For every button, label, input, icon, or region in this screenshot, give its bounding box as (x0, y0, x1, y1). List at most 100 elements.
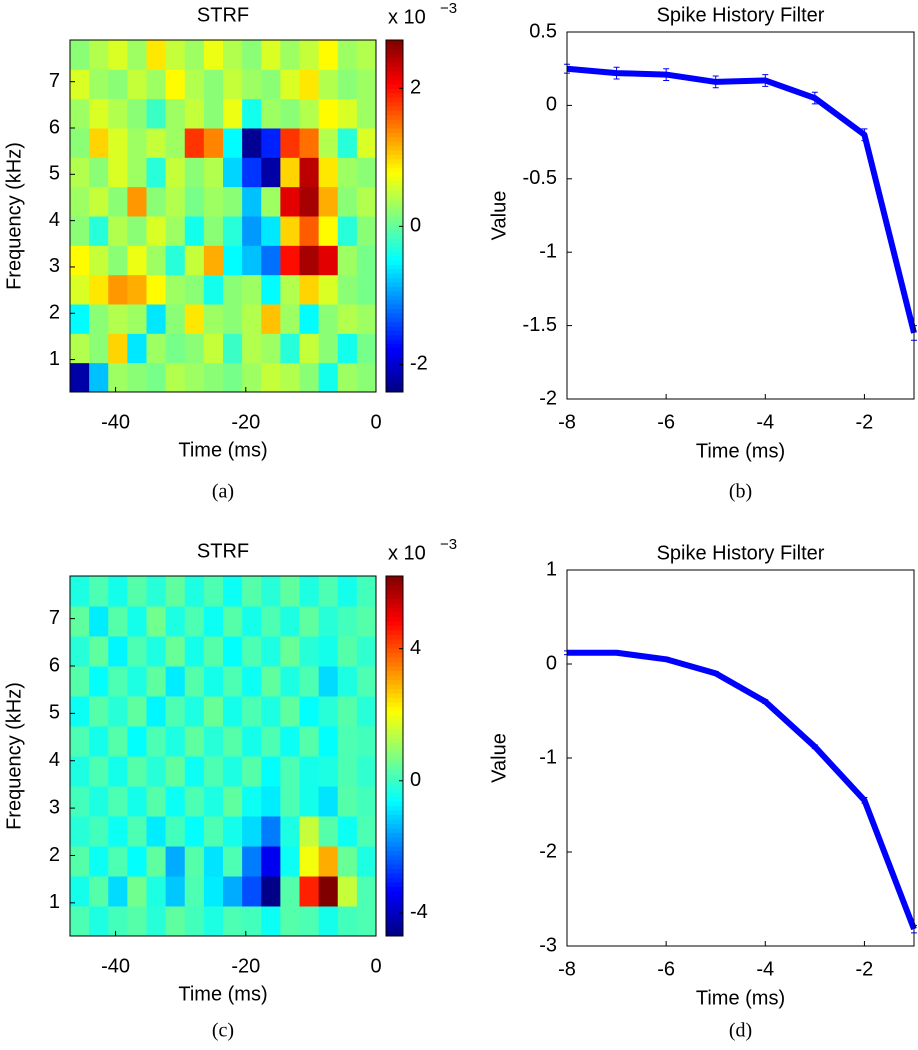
heatmap-cell (127, 816, 147, 847)
x-axis-label: Time (ms) (178, 439, 267, 461)
heatmap-cell (299, 304, 320, 334)
heatmap-cell (242, 128, 262, 158)
heatmap-cell (280, 274, 300, 305)
colorbar-swatch (386, 657, 403, 662)
heatmap-cell (146, 216, 167, 246)
heatmap-cell (337, 157, 358, 188)
heatmap-cell (203, 274, 224, 305)
heatmap-cell (108, 756, 128, 787)
heatmap-cell (184, 40, 205, 70)
heatmap-cell (223, 40, 243, 70)
colorbar-swatch (386, 837, 403, 842)
heatmap-cell (242, 186, 262, 217)
axes-frame (566, 31, 915, 400)
heatmap-cell (280, 362, 300, 393)
heatmap-cell (242, 576, 262, 607)
heatmap-cell (108, 726, 128, 757)
heatmap-cell (223, 576, 243, 607)
heatmap-cell (70, 69, 90, 100)
heatmap-cell (242, 876, 262, 907)
heatmap-cell (108, 636, 128, 667)
heatmap-cell (89, 876, 109, 907)
colorbar-swatch (386, 70, 403, 76)
colorbar-swatch (386, 747, 403, 752)
heatmap-cell (146, 786, 167, 817)
heatmap-cell (318, 128, 339, 158)
heatmap-cell (89, 726, 109, 757)
x-tick-label: -4 (756, 411, 774, 433)
colorbar-swatch (386, 823, 403, 829)
y-tick-label: 0.5 (529, 20, 557, 42)
error-bar (712, 671, 719, 676)
y-tick-label: 2 (49, 302, 60, 324)
error-bar (663, 656, 670, 662)
heatmap-cell (242, 40, 262, 70)
heatmap-cell (337, 245, 358, 276)
heatmap-cell (337, 186, 358, 217)
heatmap-cell (89, 157, 109, 188)
heatmap-cell (261, 245, 281, 276)
heatmap-cell (223, 696, 243, 727)
heatmap-cell (184, 98, 205, 129)
heatmap-cell (203, 876, 224, 907)
heatmap-cell (223, 128, 243, 158)
colorbar-swatch (386, 150, 403, 155)
heatmap-cell (89, 274, 109, 305)
error-bar (861, 128, 868, 142)
colorbar-swatch (386, 317, 403, 323)
heatmap-cell (261, 216, 281, 246)
heatmap-cell (223, 846, 243, 877)
colorbar-swatch (386, 348, 403, 353)
heatmap-cell (127, 128, 147, 158)
heatmap-cell (318, 245, 339, 276)
colorbar-swatch (386, 913, 403, 919)
colorbar-swatch (386, 158, 403, 164)
heatmap-cell (261, 576, 281, 607)
heatmap-cell (89, 606, 109, 637)
heatmap-cell (280, 816, 300, 847)
axes-frame (566, 569, 915, 947)
colorbar-swatch (386, 580, 403, 586)
x-axis-label: Time (ms) (696, 987, 785, 1009)
heatmap-cell (146, 245, 167, 276)
heatmap-cell (127, 636, 147, 667)
heatmap-cell (318, 304, 339, 334)
heatmap-cell (184, 157, 205, 188)
colorbar-swatch (386, 220, 403, 226)
colorbar-swatch (386, 356, 403, 362)
heatmap-cell (223, 876, 243, 907)
x-axis-label: Time (ms) (696, 440, 785, 462)
heatmap-cell (108, 274, 128, 305)
heatmap-cell (165, 726, 186, 757)
colorbar-swatch (386, 724, 403, 730)
heatmap-cell (184, 216, 205, 246)
chart-title: Spike History Filter (657, 4, 825, 26)
heatmap-cell (108, 666, 128, 697)
heatmap-cell (165, 576, 186, 607)
colorbar-swatch (386, 769, 403, 775)
heatmap-cell (318, 69, 339, 100)
axes-frame (69, 39, 377, 393)
heatmap-cell (223, 816, 243, 847)
colorbar-swatch (386, 733, 403, 739)
heatmap-cell (337, 696, 358, 727)
heatmap-cell (203, 756, 224, 787)
x-tick-label: 0 (370, 955, 381, 977)
heatmap-cell (184, 606, 205, 637)
y-tick-label: -1 (539, 746, 557, 768)
heatmap-cell (127, 40, 147, 70)
colorbar-swatch (386, 931, 403, 937)
colorbar-swatch (386, 229, 403, 235)
colorbar-swatch (386, 370, 403, 375)
y-tick-label: 2 (49, 844, 60, 866)
heatmap-cell (184, 726, 205, 757)
heatmap-cell (242, 756, 262, 787)
heatmap-cell (280, 696, 300, 727)
caption: (d) (729, 1020, 752, 1042)
colorbar-swatch (386, 909, 403, 914)
heatmap-cell (203, 333, 224, 364)
heatmap-cell (299, 69, 320, 100)
heatmap-cell (261, 906, 281, 937)
heatmap-cell (184, 128, 205, 158)
heatmap-cell (127, 245, 147, 276)
